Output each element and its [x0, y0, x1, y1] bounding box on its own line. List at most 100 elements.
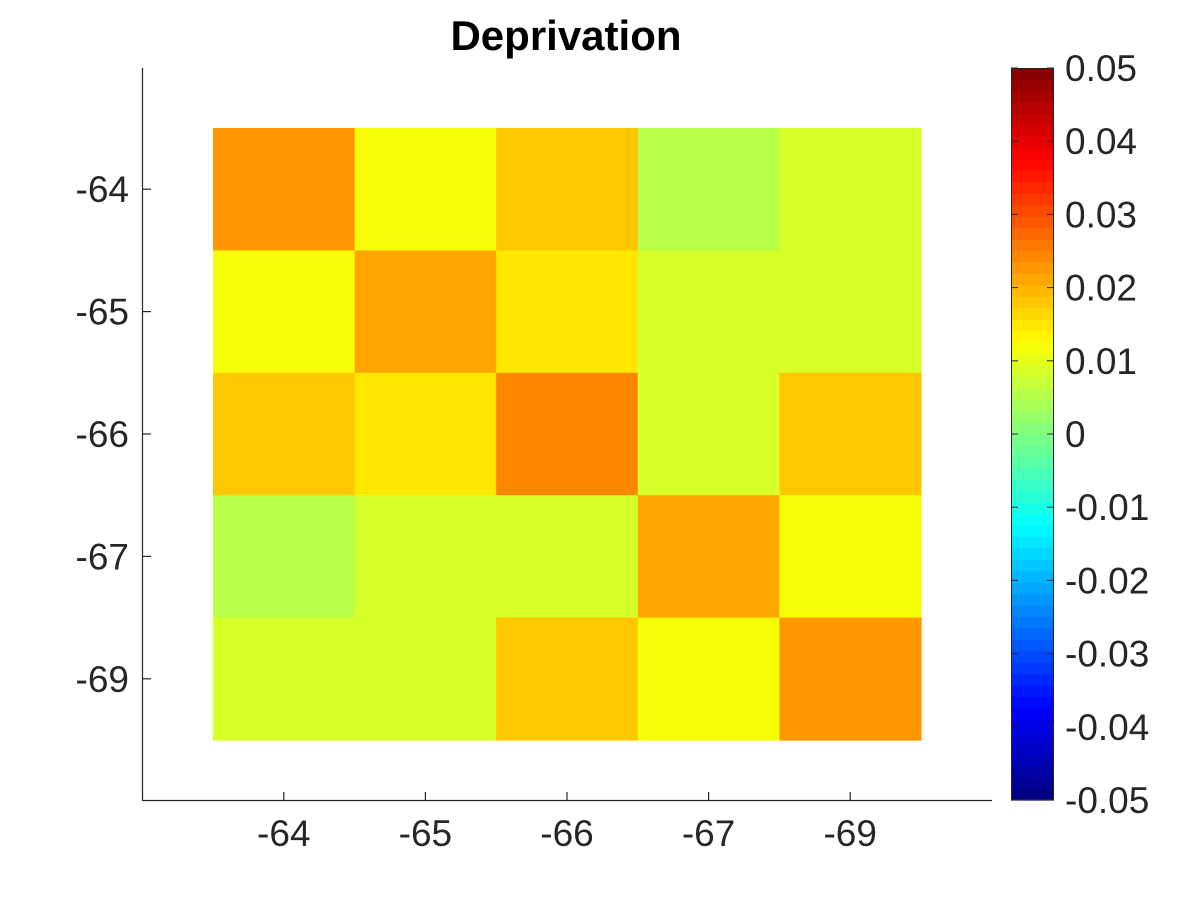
colorbar-segment [1011, 159, 1054, 172]
heatmap-cell-r1-c4 [637, 128, 780, 251]
colorbar-segment [1011, 651, 1054, 664]
colorbar-segment [1011, 502, 1054, 515]
colorbar-tick-label: 0.01 [1065, 341, 1137, 382]
colorbar-segment [1011, 788, 1054, 801]
colorbar-segment [1011, 136, 1054, 149]
heatmap-cell-r4-c2 [354, 495, 497, 619]
y-axis-ticks: -64 -65 -66 -67 -69 [76, 169, 151, 700]
heatmap-cell-r2-c2 [354, 250, 497, 374]
colorbar-segment [1011, 434, 1054, 447]
x-tick-label: -66 [540, 813, 593, 854]
colorbar-segment [1011, 319, 1054, 332]
colorbar-segment [1011, 742, 1054, 755]
colorbar-tick-label: -0.02 [1065, 560, 1149, 601]
colorbar-segment [1011, 777, 1054, 790]
colorbar-segment [1011, 536, 1054, 549]
y-tick-label: -69 [76, 659, 129, 700]
colorbar-segment [1011, 285, 1054, 298]
colorbar-segment [1011, 113, 1054, 126]
colorbar-segment [1011, 525, 1054, 538]
colorbar-segment [1011, 251, 1054, 264]
colorbar-segment [1011, 239, 1054, 252]
colorbar-segment [1011, 719, 1054, 732]
colorbar-segment [1011, 422, 1054, 435]
colorbar-segment [1011, 582, 1054, 595]
heatmap-cell-r3-c2 [354, 372, 497, 496]
colorbar-segment [1011, 148, 1054, 161]
heatmap-cell-r2-c1 [213, 250, 356, 374]
colorbar-segment [1011, 445, 1054, 458]
heatmap-cell-r4-c5 [779, 495, 922, 619]
colorbar-segment [1011, 342, 1054, 355]
heatmap-cell-r3-c3 [496, 372, 639, 496]
colorbar-tick-label: -0.03 [1065, 634, 1149, 675]
colorbar-segment [1011, 548, 1054, 561]
colorbar-segment [1011, 182, 1054, 195]
colorbar-segment [1011, 491, 1054, 504]
plot-axes [141, 68, 992, 802]
colorbar-segment [1011, 205, 1054, 218]
colorbar-tick-label: 0.03 [1065, 194, 1137, 235]
colorbar-segment [1011, 273, 1054, 286]
colorbar-segment [1011, 228, 1054, 241]
heatmap-cell-r3-c1 [213, 372, 356, 496]
heatmap-cell-r2-c3 [496, 250, 639, 374]
colorbar-segment [1011, 708, 1054, 721]
x-tick-label: -67 [682, 813, 735, 854]
chart-title: Deprivation [450, 12, 681, 59]
heatmap-cell-r1-c5 [779, 128, 922, 251]
colorbar-segment [1011, 571, 1054, 584]
heatmap-cells [213, 128, 922, 741]
colorbar-segment [1011, 399, 1054, 412]
colorbar-segment [1011, 456, 1054, 469]
colorbar-segment [1011, 68, 1054, 81]
heatmap-cell-r1-c3 [496, 128, 639, 251]
colorbar-segment [1011, 102, 1054, 115]
colorbar-segment [1011, 628, 1054, 641]
colorbar-segment [1011, 353, 1054, 366]
colorbar-segment [1011, 662, 1054, 675]
colorbar-segment [1011, 514, 1054, 527]
colorbar-segment [1011, 685, 1054, 698]
heatmap-cell-r1-c2 [354, 128, 497, 251]
colorbar-segment [1011, 79, 1054, 92]
x-axis-ticks: -64 -65 -66 -67 -69 [257, 792, 877, 854]
colorbar-segment [1011, 468, 1054, 481]
colorbar-segment [1011, 296, 1054, 309]
colorbar-segment [1011, 170, 1054, 183]
heatmap-cell-r5-c1 [213, 617, 356, 741]
colorbar-segment [1011, 376, 1054, 389]
y-tick-label: -67 [76, 536, 129, 577]
colorbar-segment [1011, 262, 1054, 275]
colorbar-segment [1011, 754, 1054, 767]
colorbar-segment [1011, 308, 1054, 321]
y-tick-label: -65 [76, 292, 129, 333]
colorbar-segment [1011, 388, 1054, 401]
colorbar-tick-label: 0.05 [1065, 48, 1137, 89]
heatmap-cell-r5-c2 [354, 617, 497, 741]
heatmap-cell-r1-c1 [213, 128, 356, 251]
heatmap-cell-r4-c3 [496, 495, 639, 619]
colorbar-segment [1011, 559, 1054, 572]
colorbar-segment [1011, 193, 1054, 206]
colorbar-segment [1011, 479, 1054, 492]
heatmap-cell-r5-c3 [496, 617, 639, 741]
colorbar-segment [1011, 331, 1054, 344]
heatmap-cell-r3-c5 [779, 372, 922, 496]
heatmap-cell-r4-c4 [637, 495, 780, 619]
heatmap-cell-r5-c4 [637, 617, 780, 741]
colorbar-segment [1011, 605, 1054, 618]
colorbar-tick-label: -0.01 [1065, 487, 1149, 528]
heatmap-cell-r5-c5 [779, 617, 922, 741]
y-tick-label: -64 [76, 169, 129, 210]
x-tick-label: -65 [399, 813, 452, 854]
colorbar-tick-label: 0 [1065, 414, 1086, 455]
y-tick-label: -66 [76, 414, 129, 455]
heatmap-cell-r4-c1 [213, 495, 356, 619]
colorbar-segment [1011, 125, 1054, 138]
heatmap-cell-r2-c5 [779, 250, 922, 374]
colorbar-tick-label: -0.05 [1065, 780, 1149, 821]
colorbar-segment [1011, 411, 1054, 424]
colorbar-segment [1011, 594, 1054, 607]
